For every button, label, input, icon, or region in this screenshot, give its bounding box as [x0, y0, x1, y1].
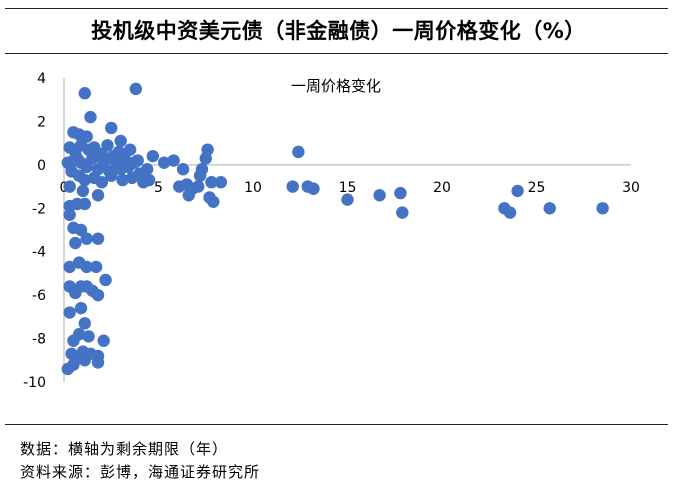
data-point [76, 184, 90, 198]
y-tick-label: -8 [32, 332, 46, 348]
data-point [157, 156, 171, 169]
data-point [95, 176, 109, 189]
axes-group: 420-2-4-6-8-10051015202530 [23, 71, 640, 391]
x-tick-label: 10 [244, 180, 262, 196]
data-point [182, 189, 195, 202]
data-point [214, 176, 228, 189]
title-rule [5, 53, 668, 54]
data-point [127, 156, 141, 169]
data-point [69, 236, 82, 250]
data-point [74, 301, 88, 315]
legend-label: 一周价格变化 [291, 77, 381, 95]
y-tick-label: -2 [32, 201, 46, 217]
data-point [110, 160, 124, 174]
data-point [199, 152, 212, 165]
x-tick-label: 15 [339, 180, 357, 196]
y-tick-label: 0 [37, 158, 46, 174]
data-point [91, 356, 105, 369]
data-point [503, 206, 517, 219]
data-point [99, 273, 112, 287]
x-tick-label: 20 [433, 180, 451, 196]
data-point [116, 173, 129, 187]
y-tick-label: -6 [32, 288, 46, 304]
x-tick-label: 5 [154, 180, 163, 196]
data-point [191, 180, 205, 193]
x-tick-label: 25 [528, 180, 546, 196]
figure-title: 投机级中资美元债（非金融债）一周价格变化（%） [91, 19, 586, 43]
data-point [72, 328, 86, 341]
data-point [78, 354, 91, 367]
data-point [341, 193, 354, 206]
data-points-group [61, 82, 609, 376]
data-note: 数据：横轴为剩余期限（年） [20, 440, 229, 458]
source-note: 资料来源：彭博，海通证券研究所 [20, 463, 261, 481]
data-point [146, 149, 160, 163]
data-point [123, 143, 137, 156]
data-point [93, 149, 107, 163]
data-point [203, 191, 216, 204]
data-point [286, 180, 299, 193]
y-tick-label: -4 [32, 245, 46, 261]
data-point [84, 110, 97, 124]
data-point [142, 173, 156, 187]
data-point [67, 358, 80, 371]
data-point [193, 169, 207, 182]
data-point [114, 134, 127, 148]
data-point [80, 260, 93, 274]
data-point [167, 154, 180, 167]
data-point [596, 202, 609, 215]
data-point [63, 260, 76, 274]
data-point [91, 189, 105, 202]
data-point [71, 152, 84, 165]
data-point [173, 180, 186, 193]
data-point [543, 202, 556, 215]
data-point [89, 260, 103, 274]
data-point [105, 121, 118, 135]
data-point [394, 186, 407, 200]
data-point [82, 330, 95, 343]
data-point [91, 232, 105, 245]
y-tick-label: 2 [37, 114, 46, 130]
data-point [140, 163, 154, 176]
data-point [80, 232, 93, 245]
data-point [78, 173, 91, 187]
top-rule [5, 8, 668, 9]
scatter-chart: 420-2-4-6-8-10051015202530 一周价格变化 [23, 71, 640, 391]
data-point [78, 317, 91, 330]
y-tick-label: 4 [37, 71, 46, 87]
data-point [176, 163, 190, 176]
y-tick-label: -10 [23, 375, 46, 391]
data-point [63, 180, 76, 193]
data-point [101, 139, 114, 152]
data-point [511, 184, 524, 198]
data-point [78, 87, 91, 100]
data-point [63, 306, 76, 319]
data-point [373, 189, 386, 202]
data-point [91, 288, 105, 302]
data-point [205, 176, 218, 189]
data-point [97, 334, 110, 347]
data-point [129, 82, 143, 96]
x-tick-label: 30 [622, 180, 640, 196]
data-point [78, 197, 91, 211]
data-point [307, 182, 320, 195]
data-point [63, 208, 76, 221]
data-point [292, 145, 305, 159]
bottom-rule [5, 424, 668, 425]
data-point [396, 206, 409, 219]
